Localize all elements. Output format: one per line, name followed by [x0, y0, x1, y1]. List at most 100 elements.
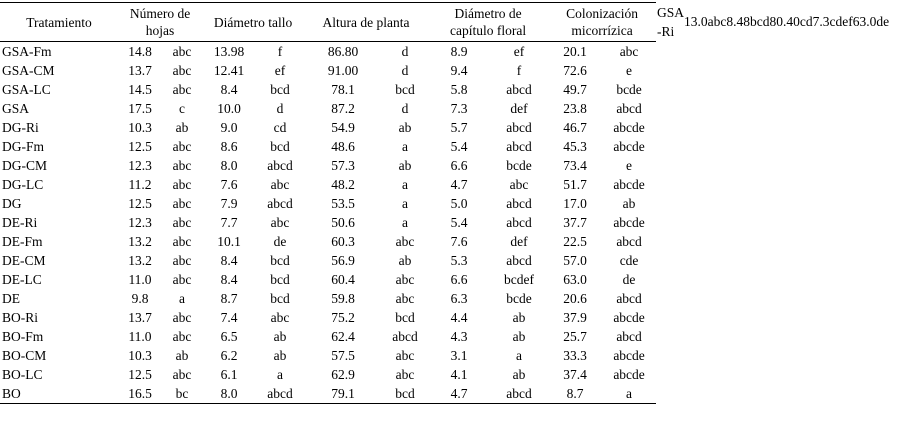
- table-row: GSA-Fm 14.8 abc 13.98 f 86.80 d 8.9 ef 20.1 abc: [0, 42, 656, 62]
- significance-cell: c: [179, 101, 185, 116]
- value-cell: 57.5: [331, 348, 355, 363]
- significance-cell: abc: [172, 215, 192, 230]
- value-cell: 37.9: [563, 310, 587, 325]
- table-row: DG-Fm 12.5 abc 8.6 bcd 48.6 a 5.4 abcd 45.3 abcde: [0, 137, 656, 156]
- significance-cell: abc: [172, 310, 192, 325]
- significance-cell: bcd: [270, 291, 290, 306]
- value-cell: 86.80: [327, 44, 359, 59]
- col-header-diametro-capitulo-floral: Diámetro de capítulo floral: [428, 2, 549, 42]
- significance-cell: cde: [619, 253, 639, 268]
- header-label: Diámetro de: [454, 6, 522, 21]
- value-cell: 5.0: [450, 196, 468, 211]
- value-cell: 12.3: [128, 158, 152, 173]
- significance-cell: abcde: [613, 177, 645, 192]
- treatment-cell: BO-CM: [2, 348, 47, 363]
- table-header: Tratamiento Número de hojas Diámetro tal…: [0, 2, 657, 42]
- value-cell: 51.7: [563, 177, 587, 192]
- value-cell: 5.3: [450, 253, 468, 268]
- value-cell: 10.3: [128, 120, 152, 135]
- significance-cell: abcd: [616, 291, 642, 306]
- significance-cell: abc: [172, 44, 192, 59]
- significance-cell: abcde: [613, 348, 645, 363]
- significance-cell: abcd: [506, 120, 532, 135]
- significance-cell: ef: [274, 63, 286, 78]
- value-cell: 22.5: [563, 234, 587, 249]
- significance-cell: abcde: [613, 139, 645, 154]
- value-cell: 75.2: [331, 310, 355, 325]
- treatment-cell: DE-Ri: [2, 215, 38, 230]
- value-cell: 10.3: [128, 348, 152, 363]
- value-cell: 5.7: [450, 120, 468, 135]
- treatment-cell: GSA-LC: [2, 82, 51, 97]
- significance-cell: abc: [172, 158, 192, 173]
- significance-cell: bc: [175, 386, 189, 401]
- value-cell: 6.2: [220, 348, 238, 363]
- value-cell: 50.6: [331, 215, 355, 230]
- value-cell: 62.9: [331, 367, 355, 382]
- treatment-cell: DG: [2, 196, 22, 211]
- value-cell: 8.0: [220, 386, 238, 401]
- treatment-cell: BO-Ri: [2, 310, 39, 325]
- treatment-cell: BO: [2, 386, 21, 401]
- table-row: DG-CM 12.3 abc 8.0 abcd 57.3 ab 6.6 bcde 73.4 e: [0, 156, 656, 175]
- significance-cell: abc: [172, 253, 192, 268]
- significance-cell: a: [626, 386, 633, 401]
- value-cell: 87.2: [331, 101, 355, 116]
- significance-cell: de: [622, 272, 636, 287]
- significance-cell: abcd: [506, 215, 532, 230]
- value-cell: 7.7: [220, 215, 238, 230]
- header-label: Número de: [129, 6, 191, 21]
- value-cell: 8.4: [220, 82, 238, 97]
- significance-cell: f: [516, 63, 522, 78]
- value-cell: 7.4: [220, 310, 238, 325]
- table-row: DE 9.8 a 8.7 bcd 59.8 abc 6.3 bcde 20.6 abcd: [0, 289, 656, 308]
- col-header-colonizacion-micorrizica: Colonización micorrízica: [548, 2, 657, 42]
- col-header-diametro-tallo: Diámetro tallo: [202, 2, 305, 42]
- value-cell: 13.2: [128, 234, 152, 249]
- significance-cell: abc: [395, 234, 415, 249]
- significance-cell: abcd: [267, 196, 293, 211]
- treatment-cell: DG-Fm: [2, 139, 45, 154]
- value-cell: 8.6: [220, 139, 238, 154]
- value-cell: 12.41: [213, 63, 245, 78]
- treatment-cell: GSA: [2, 101, 30, 116]
- value-cell: 60.4: [331, 272, 355, 287]
- value-cell: 8.7: [566, 386, 584, 401]
- treatment-cell: DG-Ri: [2, 120, 39, 135]
- table-row: BO-LC 12.5 abc 6.1 a 62.9 abc 4.1 ab 37.4 abcde: [0, 365, 656, 384]
- value-cell: 17.5: [128, 101, 152, 116]
- significance-cell: bcd: [270, 272, 290, 287]
- value-cell: 33.3: [563, 348, 587, 363]
- value-cell: 4.4: [450, 310, 468, 325]
- value-cell: 4.3: [450, 329, 468, 344]
- significance-cell: cd: [273, 120, 287, 135]
- significance-cell: bcd: [270, 253, 290, 268]
- significance-cell: abcd: [616, 329, 642, 344]
- significance-cell: def: [510, 101, 528, 116]
- table-row: GSA-CM 13.7 abc 12.41 ef 91.00 d 9.4 f 72.6 e: [0, 61, 656, 80]
- value-cell: 17.0: [563, 196, 587, 211]
- table-row: DG-LC 11.2 abc 7.6 abc 48.2 a 4.7 abc 51.7 abcde: [0, 175, 656, 194]
- treatment-cell: BO-LC: [2, 367, 43, 382]
- col-header-numero-de-hojas: Número de hojas: [118, 2, 203, 42]
- value-cell: 7.3: [450, 101, 468, 116]
- header-label: Colonización: [566, 6, 639, 21]
- significance-cell: e: [626, 63, 633, 78]
- value-cell: 57.0: [563, 253, 587, 268]
- significance-cell: d: [276, 101, 284, 116]
- header-label: Altura de planta: [322, 14, 410, 30]
- value-cell: 63.0: [563, 272, 587, 287]
- significance-cell: ef: [513, 44, 525, 59]
- significance-cell: bcde: [616, 82, 642, 97]
- significance-cell: abc: [172, 177, 192, 192]
- significance-cell: abc: [172, 272, 192, 287]
- overflow-row-gsa-ri: GSA -Ri 13.0abc8.48bcd80.40cd7.3cdef63.0…: [657, 3, 889, 41]
- value-cell: 5.8: [450, 82, 468, 97]
- header-label: Tratamiento: [26, 14, 92, 30]
- value-cell: 60.3: [331, 234, 355, 249]
- value-cell: 8.0: [220, 158, 238, 173]
- value-cell: 13.7: [128, 310, 152, 325]
- significance-cell: abc: [172, 139, 192, 154]
- significance-cell: abcd: [506, 386, 532, 401]
- value-cell: 79.1: [331, 386, 355, 401]
